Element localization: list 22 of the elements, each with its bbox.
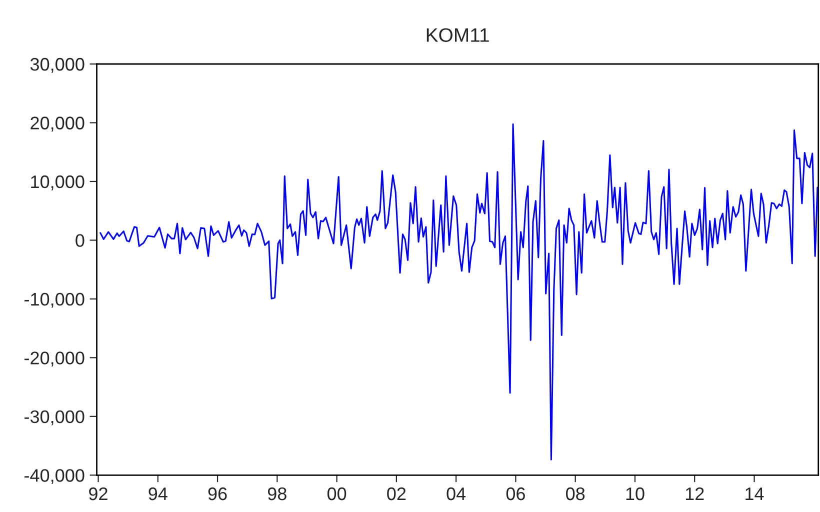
x-tick-label: 10 bbox=[626, 487, 644, 500]
y-tick-label: -40,000 bbox=[24, 469, 84, 484]
x-tick-label: 14 bbox=[746, 488, 764, 500]
y-tick-label: 0 bbox=[76, 234, 84, 247]
x-tick-label: 00 bbox=[327, 487, 346, 500]
chart-title: KOM11 bbox=[426, 28, 489, 42]
x-tick-label: 96 bbox=[208, 487, 227, 500]
x-tick-label: 12 bbox=[686, 487, 704, 500]
y-tick-label: 20,000 bbox=[30, 116, 84, 132]
x-tick-label: 94 bbox=[148, 487, 168, 500]
y-tick-label: -10,000 bbox=[24, 292, 84, 308]
x-tick-label: 04 bbox=[446, 487, 466, 500]
x-tick-label: 08 bbox=[566, 487, 585, 500]
x-tick-label: 02 bbox=[387, 487, 406, 500]
x-tick-label: 92 bbox=[89, 487, 108, 500]
y-tick-label: -20,000 bbox=[24, 352, 84, 367]
y-tick-label: 30,000 bbox=[30, 58, 84, 73]
y-tick-label: -30,000 bbox=[24, 410, 84, 426]
x-tick-label: 98 bbox=[268, 487, 286, 500]
x-tick-label: 06 bbox=[506, 487, 525, 500]
line-series bbox=[100, 123, 818, 460]
y-tick-label: 10,000 bbox=[31, 175, 84, 190]
